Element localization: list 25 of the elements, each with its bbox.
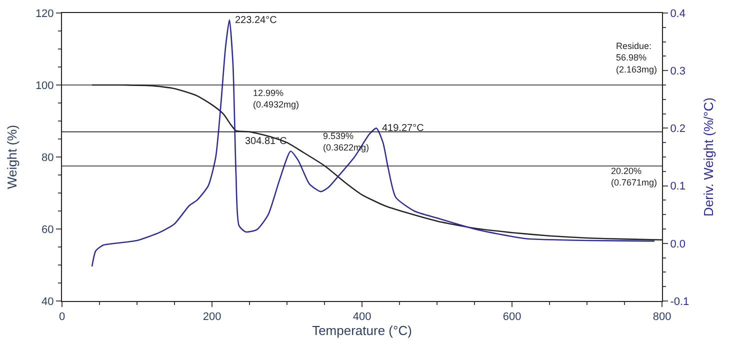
annotation: 304.81°C xyxy=(245,136,287,147)
y-tick-label: 100 xyxy=(35,80,54,92)
x-tick-label: 800 xyxy=(652,311,672,324)
y2-tick-label: 0.3 xyxy=(670,65,686,78)
y-tick-label: 60 xyxy=(42,224,54,236)
y-tick-label: 120 xyxy=(35,8,54,20)
annotation: Residue: 56.98% (2.163mg) xyxy=(616,41,658,74)
y2-tick-label: 0.4 xyxy=(670,8,686,20)
y2-tick-label: 0.1 xyxy=(670,180,686,193)
y-tick-label: 80 xyxy=(42,152,54,164)
y2-axis-title: Deriv. Weight (%/°C) xyxy=(700,98,716,216)
annotation: 419.27°C xyxy=(382,123,424,134)
y2-tick-label: -0.1 xyxy=(670,296,690,308)
y-axis-title: Weight (%) xyxy=(4,124,20,190)
annotation: 12.99% (0.4932mg) xyxy=(253,88,300,110)
y2-tick-label: 0.2 xyxy=(670,123,686,136)
annotation: 20.20% (0.7671mg) xyxy=(611,166,658,188)
x-tick-label: 600 xyxy=(502,311,522,324)
x-axis-title: Temperature (°C) xyxy=(312,323,412,338)
x-tick-label: 400 xyxy=(352,311,372,324)
y2-tick-label: 0.0 xyxy=(670,238,686,250)
x-tick-label: 0 xyxy=(58,311,66,324)
x-tick-label: 200 xyxy=(202,311,222,324)
y-tick-label: 40 xyxy=(42,296,54,308)
annotation: 223.24°C xyxy=(235,15,277,26)
